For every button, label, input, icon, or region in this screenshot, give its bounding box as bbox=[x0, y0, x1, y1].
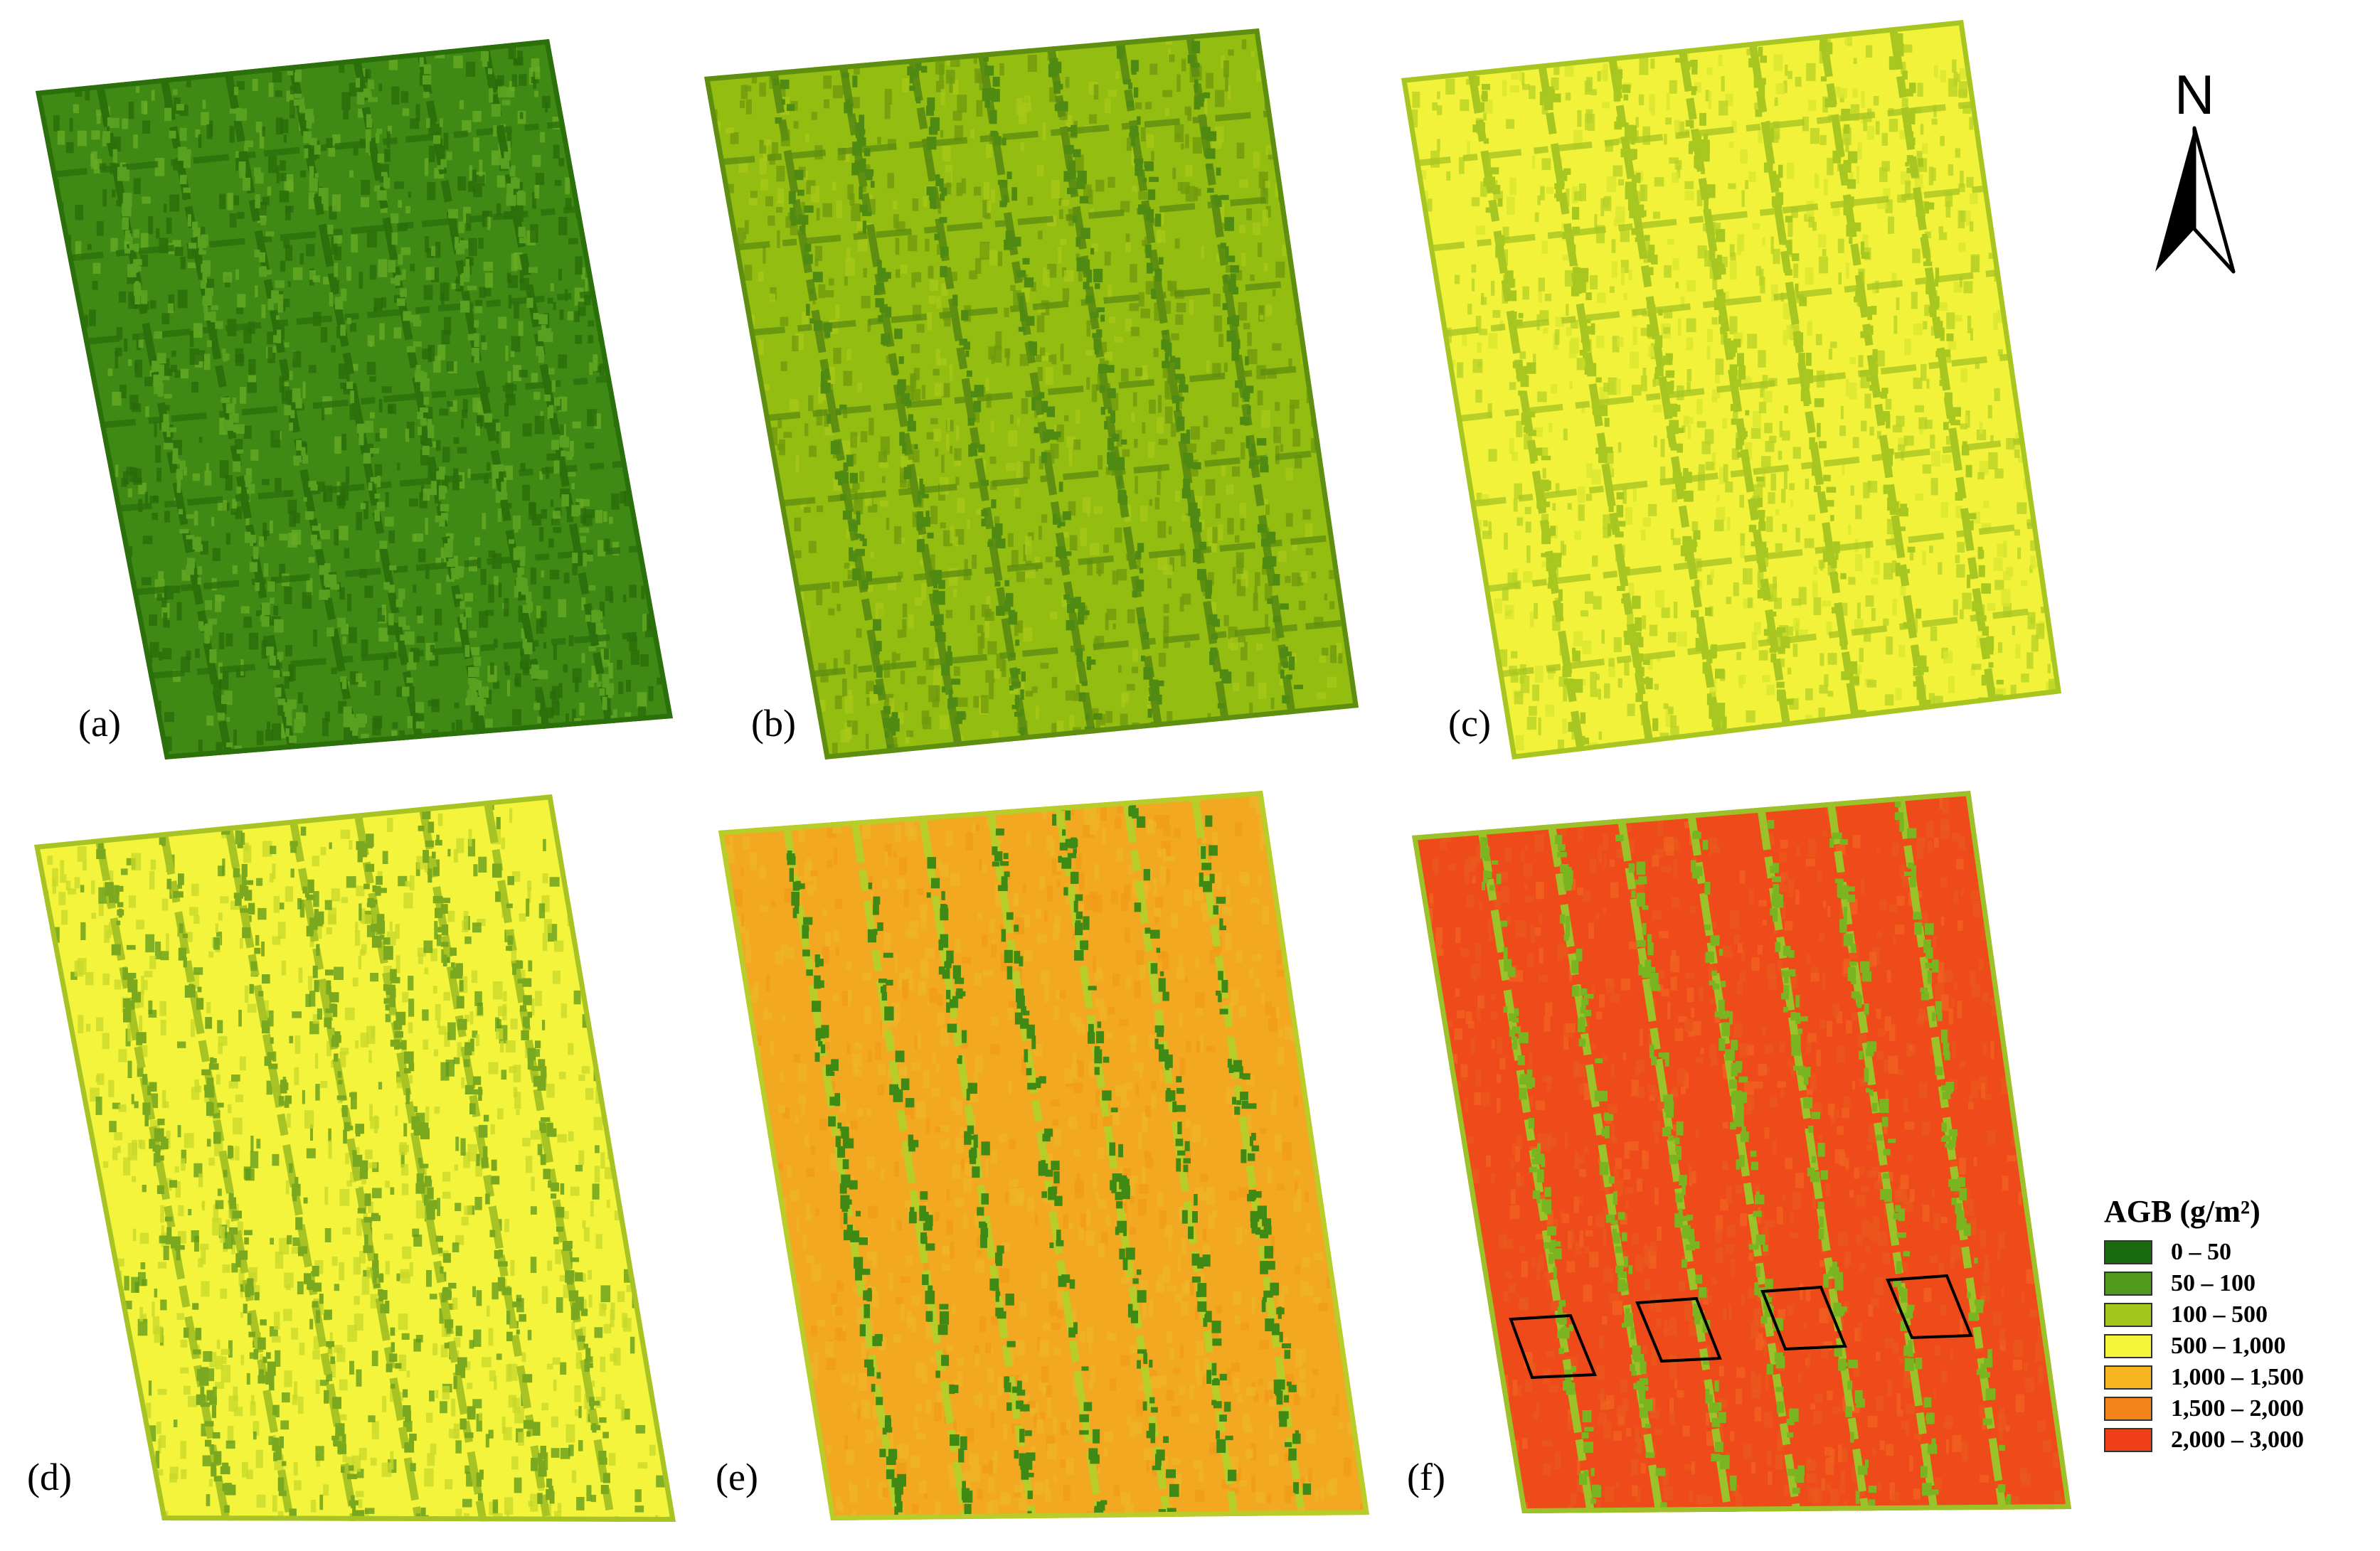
map-panel-e bbox=[718, 791, 1369, 1520]
legend-swatch bbox=[2104, 1303, 2152, 1327]
sample-plot-box bbox=[1509, 1313, 1597, 1380]
legend-label: 2,000 – 3,000 bbox=[2171, 1427, 2304, 1453]
map-panel-b bbox=[704, 28, 1359, 759]
legend-label: 1,000 – 1,500 bbox=[2171, 1364, 2304, 1390]
panel-label-d: (d) bbox=[27, 1456, 72, 1498]
legend-swatch bbox=[2104, 1334, 2152, 1358]
legend-label: 0 – 50 bbox=[2171, 1239, 2231, 1265]
panel-label-b: (b) bbox=[751, 702, 796, 745]
legend: AGB (g/m²) 0 – 50 50 – 100 100 – 500 500… bbox=[2104, 1193, 2374, 1549]
panels-layer bbox=[34, 20, 2071, 1522]
panel-label-a: (a) bbox=[78, 702, 121, 745]
legend-title: AGB (g/m²) bbox=[2104, 1194, 2261, 1229]
north-label: N bbox=[2174, 63, 2215, 126]
map-panel-f bbox=[1412, 791, 2071, 1513]
sample-plot-box bbox=[1635, 1296, 1722, 1363]
legend-swatch bbox=[2104, 1240, 2152, 1264]
legend-swatch bbox=[2104, 1397, 2152, 1421]
legend-item: 500 – 1,000 bbox=[2104, 1332, 2374, 1360]
legend-label: 1,500 – 2,000 bbox=[2171, 1395, 2304, 1422]
legend-item: 0 – 50 bbox=[2104, 1238, 2374, 1267]
sample-plot-box bbox=[1886, 1274, 1973, 1340]
panel-label-e: (e) bbox=[716, 1456, 758, 1498]
map-panel-a bbox=[36, 39, 673, 759]
panel-label-c: (c) bbox=[1448, 702, 1491, 745]
legend-item: 2,000 – 3,000 bbox=[2104, 1426, 2374, 1454]
map-panel-c bbox=[1401, 20, 2061, 759]
legend-swatch bbox=[2104, 1428, 2152, 1452]
panel-label-f: (f) bbox=[1407, 1456, 1445, 1498]
legend-item: 1,000 – 1,500 bbox=[2104, 1363, 2374, 1392]
north-arrow-icon bbox=[2155, 126, 2236, 274]
legend-label: 50 – 100 bbox=[2171, 1270, 2256, 1296]
sample-plot-box bbox=[1760, 1285, 1847, 1351]
legend-swatch bbox=[2104, 1272, 2152, 1296]
map-panel-d bbox=[34, 794, 676, 1522]
legend-label: 100 – 500 bbox=[2171, 1301, 2268, 1328]
legend-item: 1,500 – 2,000 bbox=[2104, 1395, 2374, 1423]
legend-swatch bbox=[2104, 1365, 2152, 1390]
legend-item: 100 – 500 bbox=[2104, 1301, 2374, 1329]
legend-label: 500 – 1,000 bbox=[2171, 1333, 2286, 1359]
legend-item: 50 – 100 bbox=[2104, 1269, 2374, 1298]
